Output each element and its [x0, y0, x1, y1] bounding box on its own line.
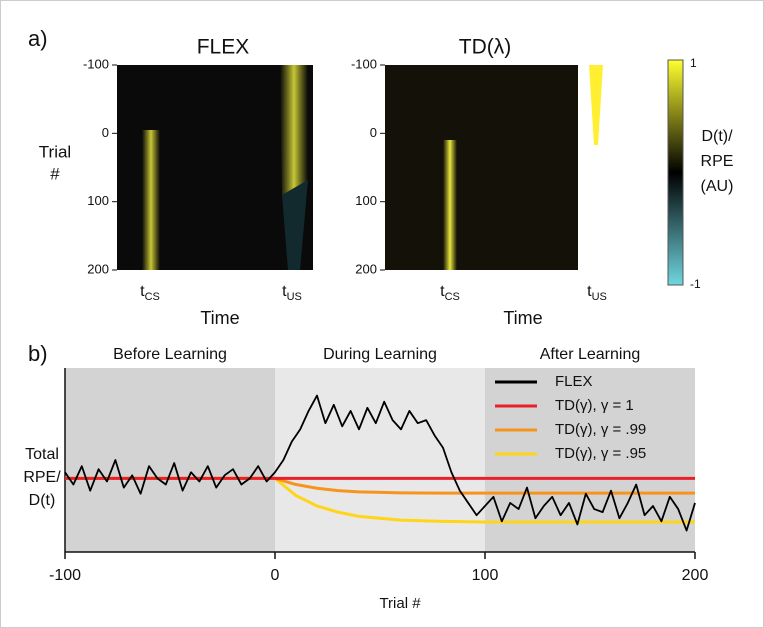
- x-tick-sub: US: [592, 291, 607, 303]
- region: [275, 368, 485, 552]
- colorbar: [667, 59, 684, 286]
- y-tick-label: 200: [355, 261, 377, 276]
- region-label: Before Learning: [113, 346, 227, 363]
- region-label: During Learning: [323, 346, 437, 363]
- x-tick-sub: US: [287, 291, 302, 303]
- x-axis-label: Trial #: [379, 595, 421, 612]
- panel-label: b): [28, 341, 48, 366]
- x-tick-main: t: [587, 283, 592, 300]
- heatmap-band: [589, 65, 603, 145]
- colorbar-label: D(t)/: [701, 128, 733, 145]
- y-tick-label: 100: [355, 193, 377, 208]
- heatmap-band: [142, 130, 160, 270]
- x-tick-main: t: [440, 283, 445, 300]
- x-tick-label: tUS: [282, 283, 302, 303]
- y-tick-label: 0: [370, 125, 377, 140]
- heatmap-band: [280, 65, 308, 195]
- colorbar-label: (AU): [701, 178, 734, 195]
- region: [65, 368, 275, 552]
- y-axis-label: Total: [25, 446, 59, 463]
- heatmap-band: [443, 140, 457, 270]
- y-tick-label: -100: [83, 56, 109, 71]
- x-tick-label: tCS: [140, 283, 160, 303]
- x-axis-label: Time: [503, 308, 542, 328]
- x-tick-label: tCS: [440, 283, 460, 303]
- colorbar-label: RPE: [701, 153, 734, 170]
- legend-label: TD(γ), γ = .99: [555, 421, 646, 438]
- legend-label: TD(γ), γ = 1: [555, 397, 634, 414]
- chart-title: TD(λ): [459, 36, 511, 59]
- y-tick-label: -100: [351, 56, 377, 71]
- x-tick-label: -100: [49, 567, 81, 584]
- x-axis-label: Time: [200, 308, 239, 328]
- colorbar-tick-label: 1: [690, 56, 697, 70]
- series-line: [64, 394, 696, 532]
- x-tick-label: 0: [271, 567, 280, 584]
- x-tick-main: t: [140, 283, 145, 300]
- y-tick-label: 100: [87, 193, 109, 208]
- series-line: [65, 476, 695, 495]
- legend-label: FLEX: [555, 373, 593, 390]
- x-tick-sub: CS: [445, 291, 460, 303]
- x-tick-label: 200: [682, 567, 709, 584]
- colorbar-tick-label: -1: [690, 277, 701, 291]
- heatmap-bg: [385, 65, 578, 270]
- heatmap-band: [282, 180, 308, 270]
- x-tick-main: t: [282, 283, 287, 300]
- region-label: After Learning: [540, 346, 641, 363]
- x-tick-label: 100: [472, 567, 499, 584]
- y-axis-label: D(t): [29, 492, 56, 509]
- series-line: [65, 476, 695, 524]
- y-axis-label: #: [50, 164, 60, 183]
- y-axis-label: RPE/: [23, 469, 61, 486]
- legend-label: TD(γ), γ = .95: [555, 445, 646, 462]
- y-tick-label: 200: [87, 261, 109, 276]
- y-axis-label: Trial: [39, 142, 71, 161]
- chart-title: FLEX: [197, 36, 250, 59]
- x-tick-label: tUS: [587, 283, 607, 303]
- panel-label: a): [28, 26, 48, 51]
- y-tick-label: 0: [102, 125, 109, 140]
- x-tick-sub: CS: [145, 291, 160, 303]
